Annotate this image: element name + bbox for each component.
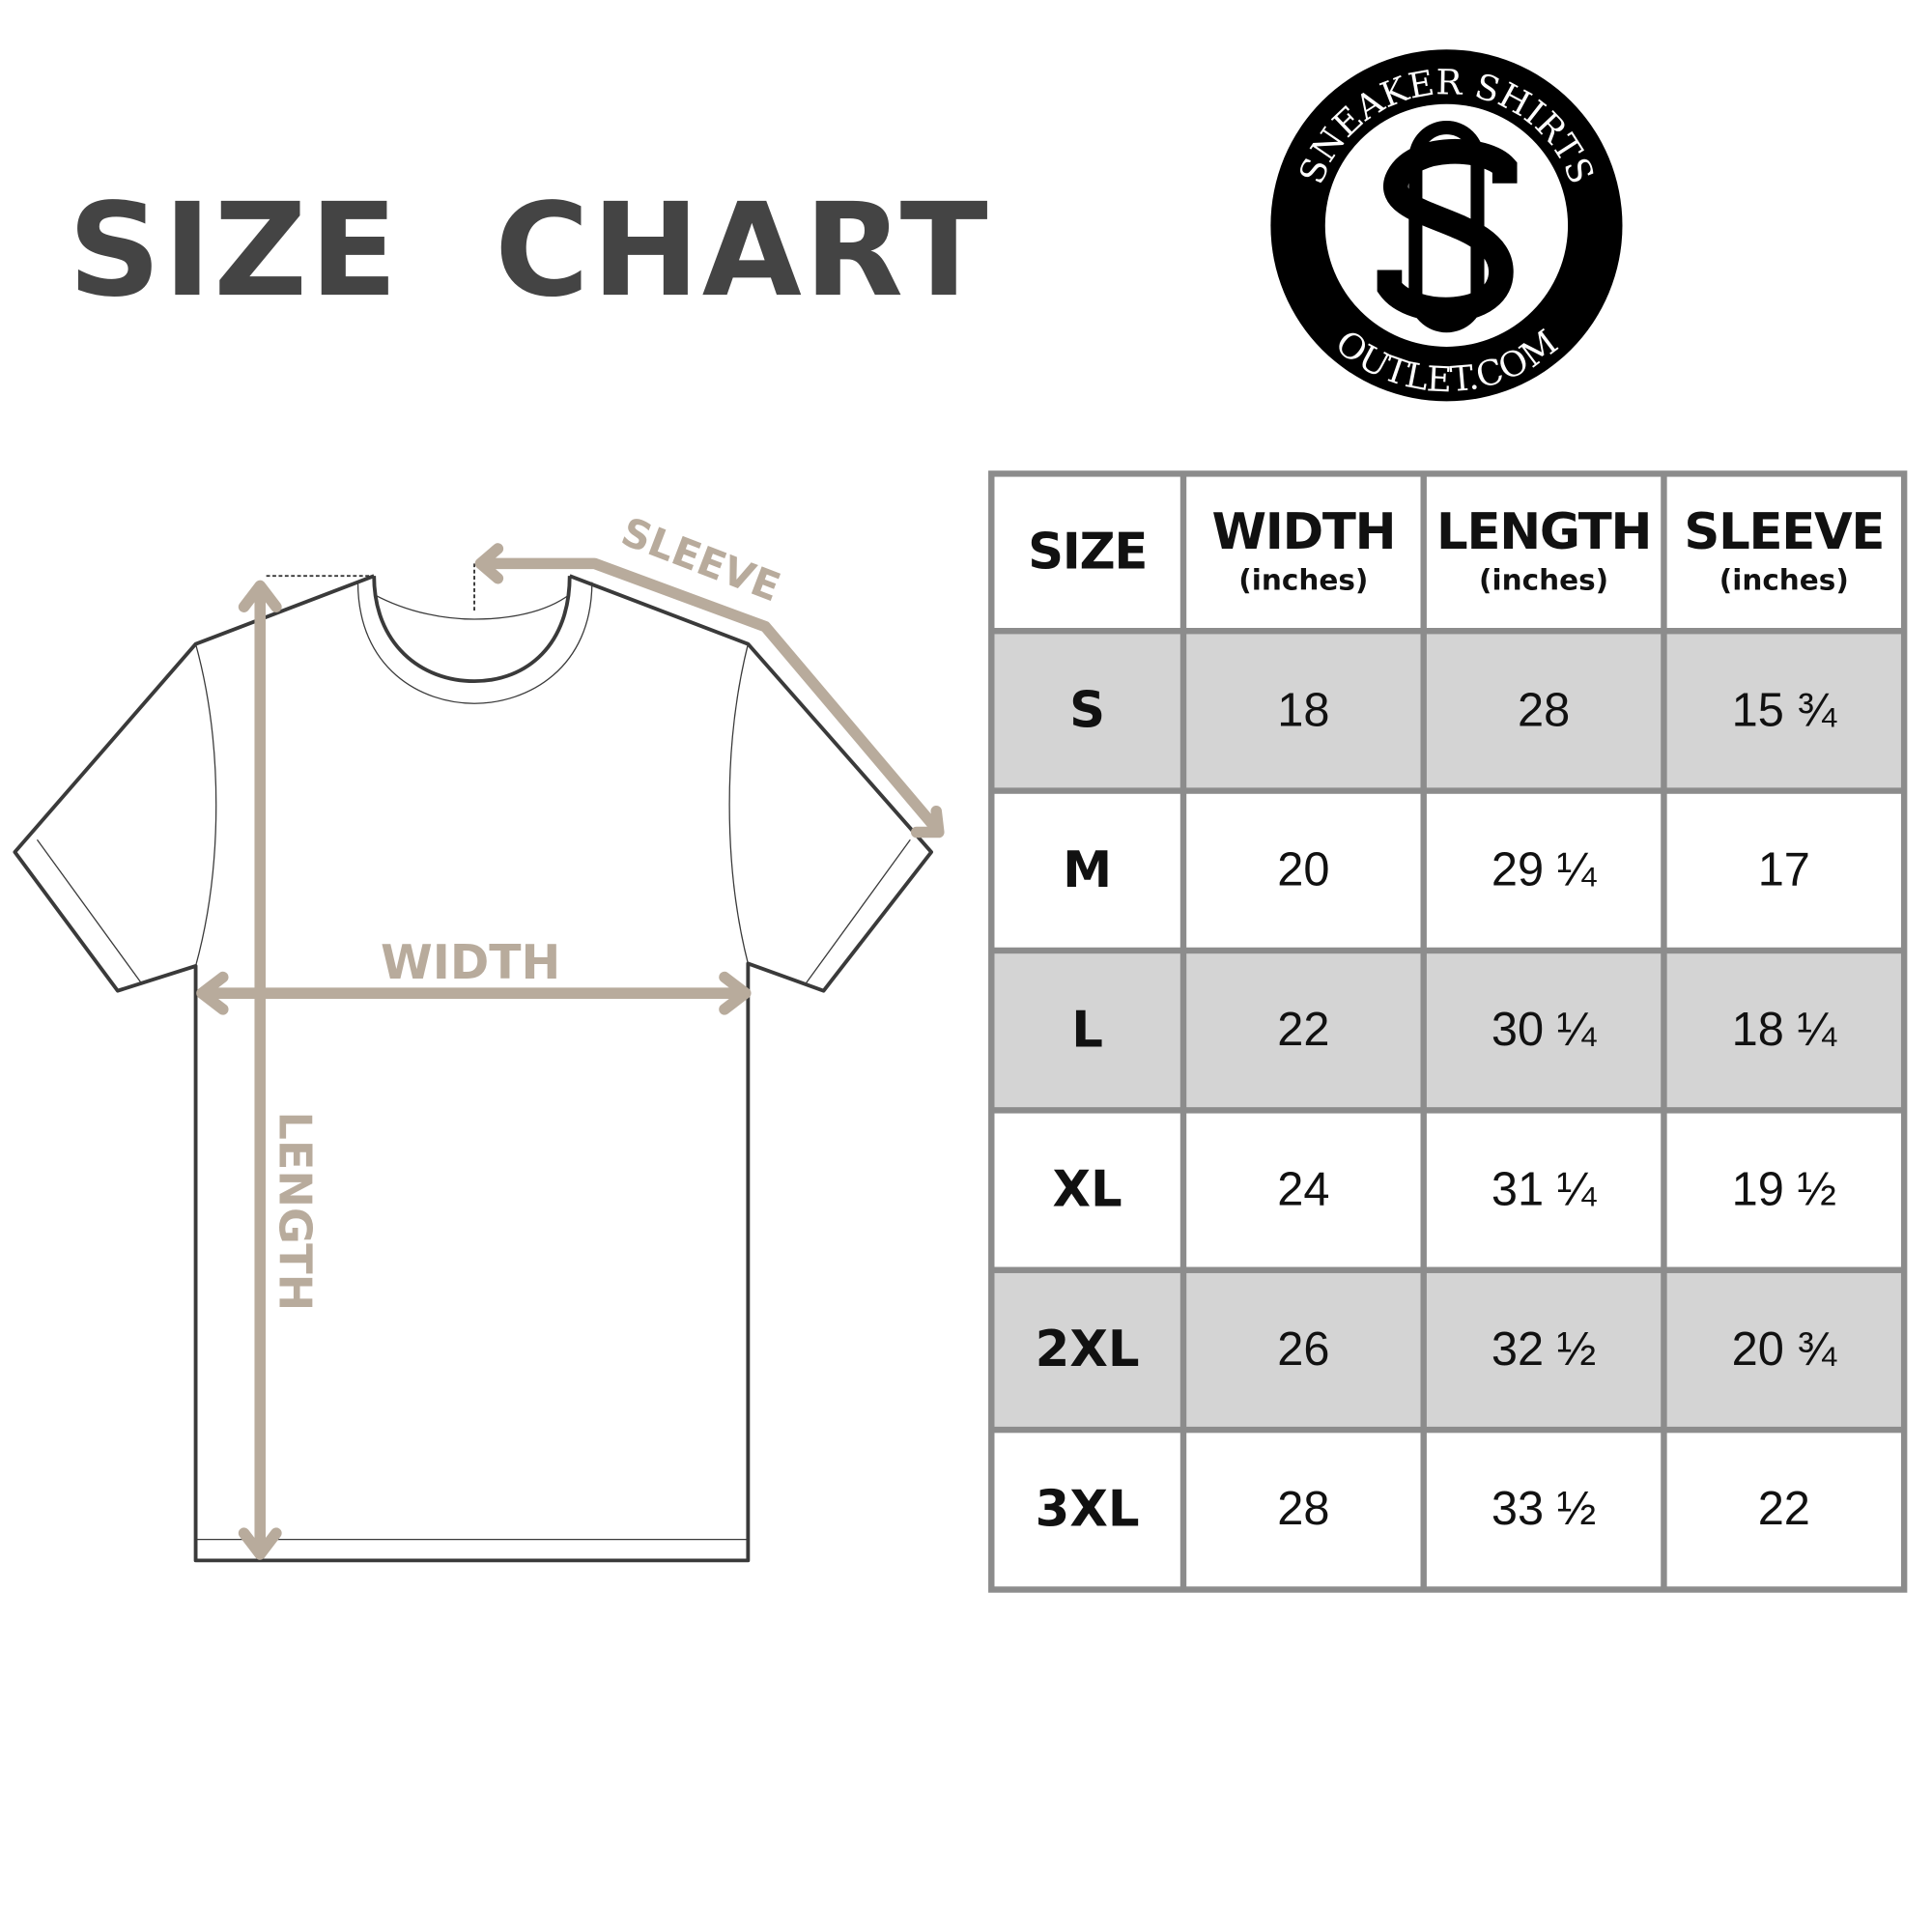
size-cell: XL [994,1113,1180,1267]
measurement-value: 19 ½ [1731,1163,1836,1216]
header-width: WIDTH (inches) [1186,476,1421,628]
brand-logo: SNEAKER SHIRTS OUTLET.COM [1270,49,1623,402]
measurement-value: 30 ¼ [1491,1004,1597,1056]
measurement-cell: 28 [1426,634,1662,788]
sleeve-arrow [474,543,945,838]
measurement-value: 28 [1277,1483,1330,1536]
header-label: SIZE [1028,524,1148,582]
width-arrow [196,971,752,1015]
measurement-cell: 30 ¼ [1426,953,1662,1108]
measurement-value: 24 [1277,1163,1330,1216]
size-cell: L [994,953,1180,1108]
length-arrow [238,580,282,1560]
measurement-arrows [196,543,945,1560]
size-cell: M [994,793,1180,948]
measurement-value: 28 [1517,684,1571,737]
measurement-value: 18 [1277,684,1330,737]
measurement-value: 31 ¼ [1491,1163,1597,1216]
header-length: LENGTH (inches) [1426,476,1662,628]
measurement-value: 15 ¾ [1731,684,1836,737]
measurement-value: 26 [1277,1322,1330,1376]
size-cell: 2XL [994,1272,1180,1427]
size-label: S [1069,682,1106,740]
size-label: 3XL [1035,1481,1140,1539]
header-label: WIDTH [1211,503,1397,561]
length-label: LENGTH [270,1112,322,1312]
measurement-cell: 26 [1186,1272,1421,1427]
measurement-value: 20 [1277,843,1330,896]
size-label: M [1063,841,1113,899]
measurement-cell: 31 ¼ [1426,1113,1662,1267]
header-sleeve: SLEEVE (inches) [1666,476,1901,628]
tshirt-outline [13,563,934,1563]
measurement-value: 22 [1757,1483,1810,1536]
measurement-value: 29 ¼ [1491,843,1597,896]
measurement-cell: 33 ½ [1426,1433,1662,1587]
measurement-cell: 28 [1186,1433,1421,1587]
measurement-value: 32 ½ [1491,1322,1597,1376]
measurement-cell: 22 [1666,1433,1901,1587]
measurement-value: 20 ¾ [1731,1322,1836,1376]
sleeve-label: SLEEVE [615,508,786,611]
header-label: SLEEVE [1684,503,1885,561]
measurement-cell: 22 [1186,953,1421,1108]
header-unit: (inches) [1479,564,1609,597]
measurement-cell: 20 [1186,793,1421,948]
measurement-cell: 19 ½ [1666,1113,1901,1267]
size-label: L [1071,1002,1103,1060]
size-table: SIZE WIDTH (inches) LENGTH (inches) SLEEVE… [988,470,1908,1593]
measurement-cell: 18 [1186,634,1421,788]
size-cell: 3XL [994,1433,1180,1587]
measurement-cell: 17 [1666,793,1901,948]
header-unit: (inches) [1238,564,1369,597]
header-size: SIZE [994,476,1180,628]
measurement-value: 33 ½ [1491,1483,1597,1536]
measurement-cell: 29 ¼ [1426,793,1662,948]
header-label: LENGTH [1436,503,1652,561]
size-label: 2XL [1035,1321,1140,1378]
measurement-value: 18 ¼ [1731,1004,1836,1056]
page-title: SIZE CHART [68,174,991,327]
width-label: WIDTH [381,936,560,990]
measurement-cell: 15 ¾ [1666,634,1901,788]
logo-s-icon [1377,138,1518,323]
measurement-cell: 20 ¾ [1666,1272,1901,1427]
measurement-cell: 32 ½ [1426,1272,1662,1427]
measurement-value: 22 [1277,1004,1330,1056]
size-cell: S [994,634,1180,788]
measurement-cell: 18 ¼ [1666,953,1901,1108]
size-label: XL [1052,1161,1122,1219]
measurement-value: 17 [1757,843,1810,896]
measurement-cell: 24 [1186,1113,1421,1267]
header-unit: (inches) [1719,564,1849,597]
